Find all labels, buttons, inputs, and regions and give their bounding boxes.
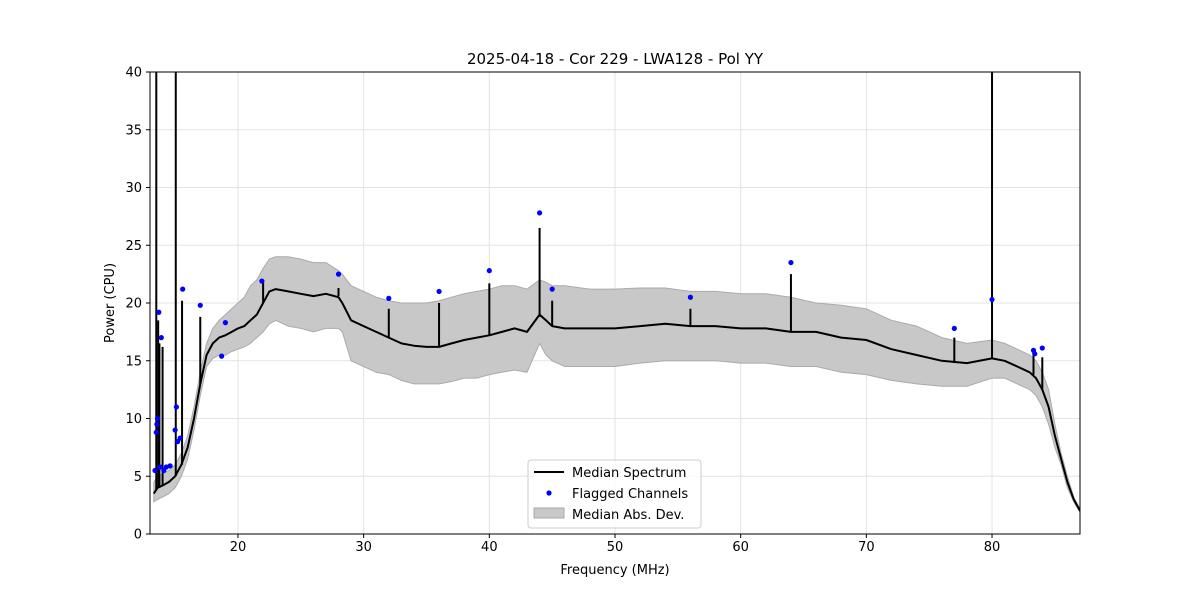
flagged-point-23 [536,210,543,216]
x-tick-label-4: 60 [732,540,749,555]
flagged-channels [152,210,1045,474]
legend-label-median-abs-dev: Median Abs. Dev. [572,508,684,523]
x-tick-label-5: 70 [858,540,875,555]
flagged-point-1 [153,429,159,435]
y-tick-label-1: 5 [134,470,142,485]
flagged-point-16 [219,353,225,359]
flagged-point-17 [222,320,229,326]
x-tick-label-6: 80 [984,540,1001,555]
flagged-point-6 [158,335,164,341]
flagged-point-30 [1032,351,1038,357]
legend-label-median-spectrum: Median Spectrum [572,466,686,481]
flagged-point-5 [157,464,163,470]
legend-label-flagged-channels: Flagged Channels [572,487,688,502]
median-abs-dev-band [153,256,1080,514]
flagged-point-2 [154,421,160,427]
y-tick-label-4: 20 [125,297,142,312]
flagged-point-27 [951,325,957,332]
legend-marker-swatch [546,490,552,496]
flagged-point-14 [180,286,186,292]
flagged-point-28 [989,296,995,303]
median-spectrum-line [152,288,1080,512]
chart-title: 2025-04-18 - Cor 229 - LWA128 - Pol YY [467,50,764,68]
legend-patch-swatch [533,507,565,519]
y-tick-label-2: 10 [125,412,142,427]
y-tick-label-3: 15 [125,354,142,369]
flagged-point-24 [549,286,555,292]
y-tick-label-0: 0 [134,528,142,543]
flagged-point-22 [486,268,492,274]
flagged-point-25 [687,294,694,300]
flagged-point-13 [177,435,183,441]
flagged-point-26 [788,259,794,266]
flagged-point-4 [156,309,162,315]
flagged-point-18 [259,278,265,284]
x-axis-ticks: 20 30 40 50 60 70 80 [230,534,1001,555]
flagged-point-9 [167,463,173,469]
legend-box [527,459,702,529]
flagged-point-20 [386,295,392,301]
flagged-point-21 [436,288,442,295]
y-axis-label: Power (CPU) [103,263,118,343]
x-tick-label-3: 50 [607,540,624,555]
flagged-point-31 [1039,345,1045,351]
y-tick-label-6: 30 [125,181,142,196]
y-tick-label-7: 35 [125,123,142,138]
flagged-point-15 [197,302,203,308]
y-tick-label-5: 25 [125,239,142,254]
flagged-point-0 [152,467,158,474]
x-tick-label-0: 20 [230,540,247,555]
y-tick-label-8: 40 [125,66,142,81]
x-tick-label-2: 40 [481,540,498,555]
x-tick-label-1: 30 [355,540,372,555]
legend: Median Spectrum Flagged Channels Median … [527,459,702,529]
flagged-point-11 [173,404,179,410]
flagged-point-3 [154,415,161,422]
y-axis-ticks: 0 5 10 15 20 25 30 35 40 [125,66,150,543]
flagged-point-10 [172,427,178,433]
flagged-point-19 [335,271,342,277]
x-axis-label: Frequency (MHz) [560,563,669,578]
